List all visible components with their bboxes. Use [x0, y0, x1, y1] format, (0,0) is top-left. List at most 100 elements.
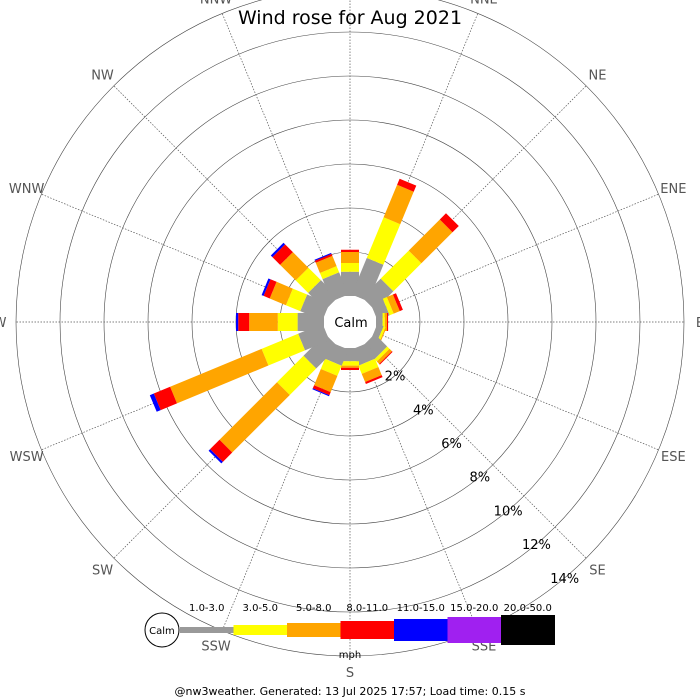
bar-w-5.0-8.0: [249, 313, 278, 331]
radial-tick-label-8: 8%: [470, 471, 491, 486]
spoke-sse: [359, 345, 479, 631]
legend-swatch-3.0-5.0: [233, 625, 288, 635]
bar-nnw-3.0-5.0: [319, 266, 340, 280]
legend-units: mph: [339, 650, 361, 661]
bar-nnw-1.0-3.0: [322, 272, 349, 302]
bar-se-8.0-11.0: [379, 351, 393, 365]
bar-sse-8.0-11.0: [365, 375, 383, 384]
direction-label-sw: SW: [92, 563, 113, 578]
radial-tick-labels: 2% 4% 6% 8% 10% 12% 14%: [385, 370, 579, 587]
bar-nnw-5.0-8.0: [315, 255, 337, 273]
direction-label-se: SE: [589, 563, 605, 578]
bar-ese-5.0-8.0: [378, 327, 387, 345]
bar-sw-1.0-3.0: [303, 334, 338, 369]
bar-ne-1.0-3.0: [362, 278, 394, 310]
legend-swatch-20.0-50.0: [501, 615, 555, 645]
radial-tick-label-6: 6%: [441, 437, 462, 452]
legend-swatch-1.0-3.0: [180, 627, 234, 633]
bar-sse-3.0-5.0: [358, 358, 379, 374]
legend-swatch-15.0-20.0: [447, 617, 502, 643]
chart-title: Wind rose for Aug 2021: [238, 7, 462, 29]
direction-label-wnw: WNW: [9, 182, 45, 197]
bar-w-8.0-11.0: [238, 313, 250, 331]
direction-label-s: S: [346, 666, 354, 681]
legend-calm-circle: [144, 612, 180, 648]
spoke-se: [368, 340, 587, 559]
spoke-ene: [373, 193, 659, 313]
direction-label-ese: ESE: [661, 450, 686, 465]
bar-nw-3.0-5.0: [295, 267, 321, 293]
direction-label-e: E: [696, 316, 700, 331]
legend-label-3.0-5.0: 3.0-5.0: [243, 603, 278, 614]
grid-ring-14: [15, 0, 685, 657]
legend-label-1.0-3.0: 1.0-3.0: [189, 603, 224, 614]
direction-label-nnw: NNW: [200, 0, 232, 8]
direction-labels: NNNENEENEEESESESSESSSWSWWSWWWNWNWNNW: [0, 0, 700, 681]
bar-w-3.0-5.0: [277, 313, 298, 331]
bar-s-5.0-8.0: [341, 365, 359, 368]
speed-legend: Calm mph 1.0-3.0 3.0-5.0 5.0-8.0 8.0-11.0 11…: [144, 603, 555, 661]
bar-sse-5.0-8.0: [361, 367, 382, 382]
bar-ene-5.0-8.0: [386, 294, 400, 314]
bar-s-8.0-11.0: [341, 367, 359, 370]
legend-label-5.0-8.0: 5.0-8.0: [296, 603, 331, 614]
direction-label-sse: SSE: [472, 639, 497, 654]
direction-label-ne: NE: [589, 69, 607, 84]
bar-nnw-11.0-15.0: [314, 252, 332, 261]
bar-se-5.0-8.0: [376, 348, 392, 364]
bar-w-11.0-15.0: [236, 313, 239, 331]
legend-swatch-11.0-15.0: [394, 619, 448, 641]
radial-tick-label-14: 14%: [550, 572, 579, 587]
bar-ne-8.0-11.0: [439, 213, 459, 233]
bar-wnw-11.0-15.0: [261, 278, 271, 296]
direction-label-nne: NNE: [470, 0, 498, 8]
bar-nne-5.0-8.0: [383, 184, 414, 225]
bar-sw-8.0-11.0: [210, 439, 233, 462]
bar-wsw-8.0-11.0: [153, 386, 177, 411]
bar-ene-3.0-5.0: [382, 297, 394, 316]
radial-tick-label-12: 12%: [522, 538, 551, 553]
bar-nw-1.0-3.0: [308, 280, 338, 310]
radial-tick-label-2: 2%: [385, 370, 406, 385]
calm-circle: [324, 296, 376, 348]
bar-e-5.0-8.0: [384, 313, 387, 331]
spoke-ssw: [221, 345, 341, 631]
wind-bars: [149, 178, 459, 464]
direction-label-wsw: WSW: [10, 450, 44, 465]
bar-sw-3.0-5.0: [277, 355, 317, 395]
legend-swatch-8.0-11.0: [340, 621, 395, 639]
bar-nw-5.0-8.0: [280, 252, 309, 281]
bar-nne-1.0-3.0: [351, 257, 384, 302]
direction-label-ssw: SSW: [201, 639, 231, 654]
bar-wnw-5.0-8.0: [269, 281, 293, 306]
direction-label-nw: NW: [91, 69, 114, 84]
radial-tick-label-10: 10%: [494, 504, 523, 519]
spoke-ese: [373, 331, 659, 451]
bar-ne-5.0-8.0: [408, 219, 453, 264]
legend-label-15.0-20.0: 15.0-20.0: [450, 603, 498, 614]
bar-wsw-3.0-5.0: [261, 333, 305, 366]
bar-se-3.0-5.0: [374, 346, 390, 362]
bar-s-3.0-5.0: [341, 361, 359, 366]
bar-ne-3.0-5.0: [380, 250, 422, 292]
bar-wnw-8.0-11.0: [263, 279, 277, 299]
bar-nnw-8.0-11.0: [314, 253, 333, 263]
bar-sw-5.0-8.0: [219, 382, 290, 453]
bar-nne-8.0-11.0: [397, 178, 417, 192]
legend-calm-label: Calm: [149, 626, 175, 637]
footer-text: @nw3weather. Generated: 13 Jul 2025 17:5…: [175, 685, 526, 698]
bar-nw-8.0-11.0: [272, 244, 293, 265]
bar-n-8.0-11.0: [341, 249, 359, 252]
legend-label-11.0-15.0: 11.0-15.0: [397, 603, 445, 614]
legend-swatch-5.0-8.0: [287, 623, 341, 637]
bar-sw-11.0-15.0: [208, 449, 223, 464]
legend-label-20.0-50.0: 20.0-50.0: [504, 603, 552, 614]
bar-ssw-8.0-11.0: [312, 385, 331, 396]
bar-ssw-3.0-5.0: [320, 358, 342, 376]
calm-circle-group: Calm: [324, 296, 376, 348]
spoke-nnw: [221, 13, 341, 299]
radial-tick-label-4: 4%: [413, 403, 434, 418]
bar-wsw-11.0-15.0: [149, 393, 161, 412]
direction-label-w: W: [0, 316, 7, 331]
